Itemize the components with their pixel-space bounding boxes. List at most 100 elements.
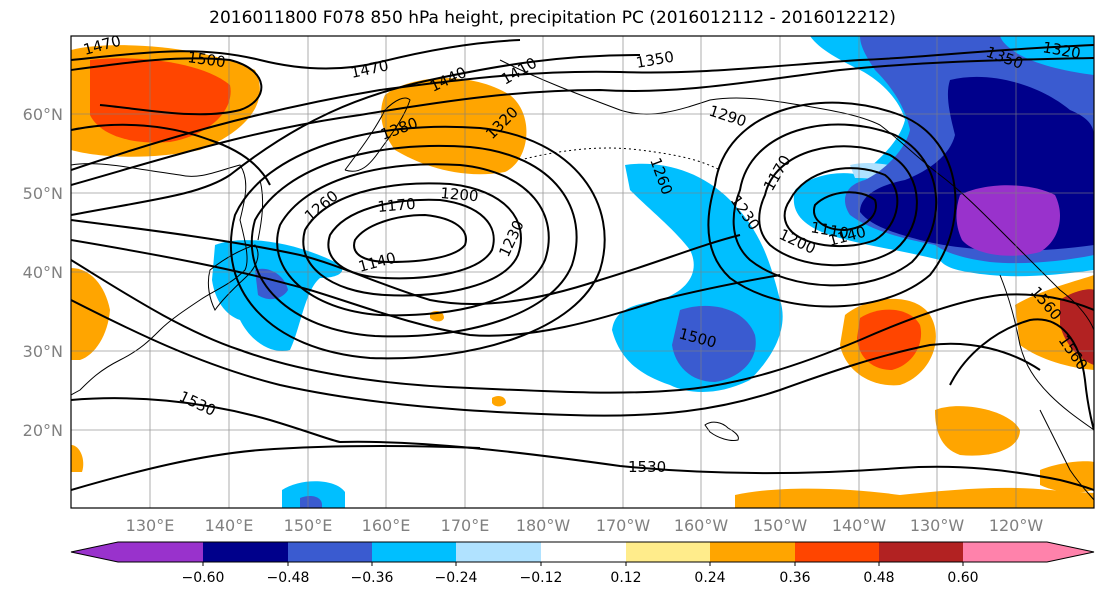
coastline-aleutians bbox=[519, 147, 721, 171]
contour-label: 1200 bbox=[440, 184, 480, 205]
map-area: 1470 1500 1470 1440 1410 1350 1320 1380 … bbox=[70, 32, 1095, 509]
map-title: 2016011800 F078 850 hPa height, precipit… bbox=[209, 8, 896, 28]
colorbar-segment bbox=[795, 542, 879, 562]
colorbar-segment bbox=[288, 542, 372, 562]
coastlines bbox=[71, 59, 1094, 501]
lon-label: 120°W bbox=[989, 516, 1044, 535]
coastline-japan bbox=[207, 244, 259, 311]
contour-mid-band-3 bbox=[71, 123, 271, 186]
shade-pos-small-3 bbox=[71, 445, 84, 472]
latitude-labels: 60°N 50°N 40°N 30°N 20°N bbox=[23, 105, 63, 440]
colorbar-segment bbox=[456, 542, 541, 562]
contour-east-low-1200 bbox=[732, 123, 938, 287]
contour-subtropic-1470 bbox=[71, 259, 1094, 394]
colorbar: −0.60 −0.48 −0.36 −0.24 −0.12 0.12 0.24 … bbox=[70, 541, 1095, 586]
contour-subtropic-1530 bbox=[71, 397, 1094, 491]
lat-label: 50°N bbox=[23, 184, 63, 203]
shade-neg-south-small bbox=[282, 481, 345, 508]
contour-label: 1500 bbox=[186, 48, 226, 71]
lon-label: 150°E bbox=[284, 516, 333, 535]
colorbar-segment bbox=[372, 542, 456, 562]
contour-label: 1170 bbox=[377, 195, 417, 216]
colorbar-segment bbox=[626, 542, 710, 562]
lat-label: 20°N bbox=[23, 421, 63, 440]
colorbar-tick-label: 0.48 bbox=[863, 570, 894, 586]
shade-pos-northwest-core bbox=[90, 58, 231, 143]
colorbar-right-extend bbox=[1047, 542, 1094, 562]
contour-west-low-1200 bbox=[302, 182, 522, 297]
colorbar-segment bbox=[541, 542, 626, 562]
shade-pos-small-2 bbox=[492, 395, 506, 407]
coastline-asia bbox=[71, 163, 248, 396]
colorbar-segment bbox=[963, 542, 1047, 562]
contour-ridge-1470 bbox=[71, 39, 521, 70]
contour-east-low-1170 bbox=[758, 145, 918, 267]
colorbar-tick-label: −0.24 bbox=[435, 570, 478, 586]
colorbar-segment bbox=[879, 542, 963, 562]
contour-west-low-1290 bbox=[230, 125, 606, 360]
colorbar-tick-labels: −0.60 −0.48 −0.36 −0.24 −0.12 0.12 0.24 … bbox=[182, 570, 979, 586]
colorbar-tick-label: −0.60 bbox=[182, 570, 225, 586]
lat-label: 40°N bbox=[23, 263, 63, 282]
colorbar-segment bbox=[118, 542, 203, 562]
lon-label: 160°E bbox=[362, 516, 411, 535]
lon-label: 180°W bbox=[516, 516, 571, 535]
colorbar-tick-label: −0.12 bbox=[520, 570, 563, 586]
shade-neg-south-small-core bbox=[300, 496, 322, 508]
coastline-hawaii bbox=[704, 421, 739, 441]
contour-mid-band-2 bbox=[71, 239, 781, 337]
contour-ridge-1440 bbox=[71, 54, 641, 216]
contour-west-low-1260 bbox=[250, 144, 578, 338]
colorbar-left-extend bbox=[71, 542, 118, 562]
shade-neg-gulf-alaska-violet bbox=[956, 185, 1060, 256]
shade-pos-south-band bbox=[735, 487, 1094, 508]
colorbar-tick-label: 0.12 bbox=[610, 570, 641, 586]
contour-trough-1320 bbox=[71, 44, 1094, 171]
lon-label: 140°W bbox=[832, 516, 887, 535]
colorbar-tick-label: −0.48 bbox=[267, 570, 310, 586]
height-contours bbox=[71, 39, 1094, 491]
colorbar-tick-label: 0.36 bbox=[779, 570, 810, 586]
contour-east-low-1230 bbox=[707, 101, 957, 308]
lon-label: 140°E bbox=[205, 516, 254, 535]
shade-pos-hawaii-northeast-core bbox=[857, 309, 922, 370]
lon-label: 130°E bbox=[126, 516, 175, 535]
colorbar-tick-label: 0.60 bbox=[947, 570, 978, 586]
coastline-kamchatka bbox=[344, 97, 411, 172]
lon-label: 170°W bbox=[596, 516, 651, 535]
contour-mid-band-1 bbox=[71, 219, 741, 305]
contour-east-low-1110 bbox=[813, 191, 877, 232]
coastline-north-america-west bbox=[999, 274, 1094, 431]
precipitation-shading bbox=[71, 36, 1094, 508]
contour-east-low-1140 bbox=[783, 167, 899, 248]
colorbar-segment bbox=[710, 542, 795, 562]
contour-east-1560 bbox=[949, 318, 1094, 431]
lon-label: 160°W bbox=[674, 516, 729, 535]
colorbar-outline bbox=[70, 541, 1095, 563]
contour-subtropic-1530-b bbox=[71, 444, 481, 491]
contour-ridge-1500 bbox=[71, 57, 263, 116]
map-frame bbox=[70, 35, 1095, 509]
shade-neg-central-pacific-core bbox=[672, 305, 756, 382]
colorbar-tick-label: 0.24 bbox=[694, 570, 725, 586]
lat-label: 30°N bbox=[23, 342, 63, 361]
coastline-baja bbox=[1039, 409, 1094, 501]
lon-label: 130°W bbox=[910, 516, 965, 535]
contour-subtropic-1500 bbox=[71, 299, 1041, 417]
contour-label: 1530 bbox=[628, 458, 666, 476]
lon-label: 150°W bbox=[753, 516, 808, 535]
shade-pos-east-coast-core bbox=[1060, 289, 1094, 365]
colorbar-ticks bbox=[202, 562, 964, 566]
coastline-alaska bbox=[499, 59, 1094, 331]
contour-west-low-1140 bbox=[353, 213, 467, 264]
shade-pos-southeast bbox=[935, 406, 1020, 456]
lon-label: 170°E bbox=[441, 516, 490, 535]
colorbar-tick-label: −0.36 bbox=[351, 570, 394, 586]
longitude-labels: 130°E 140°E 150°E 160°E 170°E 180°W 170°… bbox=[126, 516, 1044, 535]
contour-west-low-1230 bbox=[276, 163, 550, 317]
lat-label: 60°N bbox=[23, 105, 63, 124]
shade-pos-japan-west bbox=[71, 268, 110, 360]
shade-neg-japan-core bbox=[255, 268, 288, 300]
colorbar-segment bbox=[203, 542, 288, 562]
